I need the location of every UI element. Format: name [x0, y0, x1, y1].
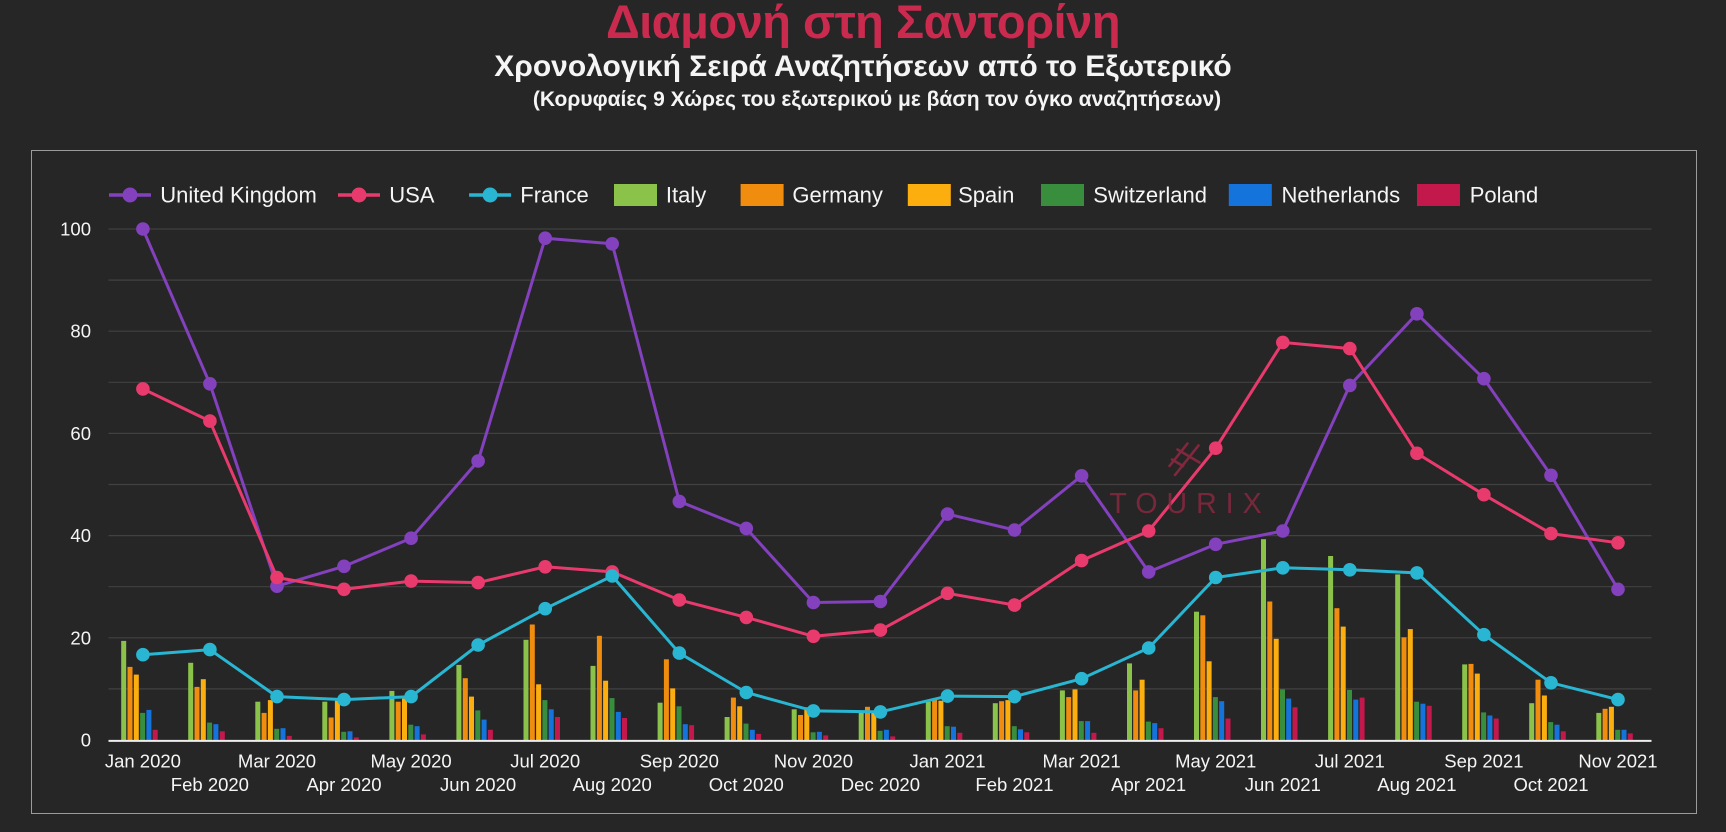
svg-text:USA: USA: [389, 183, 435, 208]
svg-text:Oct 2020: Oct 2020: [709, 774, 784, 795]
svg-text:Switzerland: Switzerland: [1093, 183, 1207, 208]
svg-text:Sep 2020: Sep 2020: [640, 751, 719, 772]
svg-text:France: France: [520, 183, 588, 208]
svg-text:Spain: Spain: [958, 183, 1014, 208]
svg-text:100: 100: [60, 219, 91, 240]
svg-text:Germany: Germany: [792, 183, 882, 208]
svg-text:40: 40: [70, 525, 91, 546]
svg-text:Jun 2021: Jun 2021: [1245, 774, 1321, 795]
svg-text:80: 80: [70, 321, 91, 342]
svg-text:Dec 2020: Dec 2020: [841, 774, 920, 795]
svg-text:Oct 2021: Oct 2021: [1513, 774, 1588, 795]
svg-text:Feb 2021: Feb 2021: [975, 774, 1053, 795]
svg-text:May 2021: May 2021: [1175, 751, 1256, 772]
svg-text:Jul 2020: Jul 2020: [510, 751, 580, 772]
svg-text:United Kingdom: United Kingdom: [160, 183, 317, 208]
svg-text:Jun 2020: Jun 2020: [440, 774, 516, 795]
svg-text:May 2020: May 2020: [370, 751, 451, 772]
svg-text:Feb 2020: Feb 2020: [171, 774, 249, 795]
svg-text:Jul 2021: Jul 2021: [1315, 751, 1385, 772]
svg-text:Sep 2021: Sep 2021: [1444, 751, 1523, 772]
svg-text:0: 0: [81, 730, 91, 751]
svg-text:Aug 2021: Aug 2021: [1377, 774, 1456, 795]
svg-text:Mar 2021: Mar 2021: [1043, 751, 1121, 772]
svg-text:Aug 2020: Aug 2020: [573, 774, 652, 795]
svg-text:20: 20: [70, 627, 91, 648]
svg-text:Jan 2020: Jan 2020: [105, 751, 181, 772]
svg-text:Italy: Italy: [666, 183, 706, 208]
svg-text:60: 60: [70, 423, 91, 444]
svg-text:Nov 2021: Nov 2021: [1578, 751, 1657, 772]
svg-text:Mar 2020: Mar 2020: [238, 751, 316, 772]
svg-text:Apr 2021: Apr 2021: [1111, 774, 1186, 795]
svg-text:TOURIX: TOURIX: [1109, 488, 1270, 520]
svg-text:Poland: Poland: [1470, 183, 1539, 208]
svg-text:Jan 2021: Jan 2021: [909, 751, 985, 772]
svg-text:Netherlands: Netherlands: [1282, 183, 1401, 208]
svg-text:Nov 2020: Nov 2020: [774, 751, 853, 772]
svg-text:Apr 2020: Apr 2020: [306, 774, 381, 795]
